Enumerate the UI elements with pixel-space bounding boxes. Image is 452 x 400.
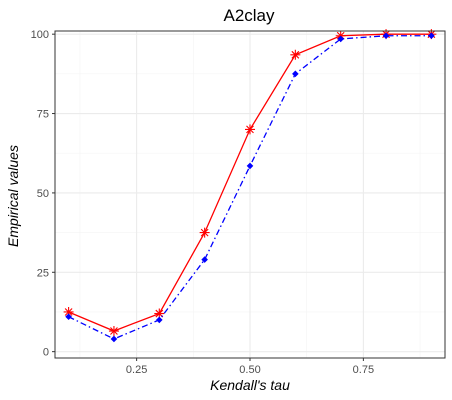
data-point	[201, 256, 208, 263]
y-tick-label: 100	[31, 29, 49, 41]
data-point	[382, 32, 390, 40]
data-point	[428, 32, 435, 40]
data-point	[154, 308, 165, 319]
data-point	[290, 49, 301, 60]
series-2	[65, 32, 435, 343]
y-axis-title: Empirical values	[5, 145, 21, 247]
series-layer	[63, 29, 437, 343]
grid	[55, 31, 445, 358]
data-point	[63, 306, 74, 317]
axes: 0.25 0.50 0.75 0 25 50 75 100	[31, 29, 374, 376]
y-tick-label: 50	[37, 188, 49, 200]
data-point	[199, 227, 210, 238]
data-point	[156, 316, 163, 324]
y-tick-label: 25	[37, 267, 49, 279]
data-point	[108, 326, 119, 337]
data-point	[246, 162, 254, 170]
y-tick-label: 75	[37, 109, 49, 121]
data-point	[65, 313, 72, 321]
x-tick-label: 0.50	[239, 364, 260, 376]
data-point	[110, 335, 118, 343]
data-point	[337, 35, 344, 43]
x-tick-label: 0.25	[126, 364, 147, 376]
x-axis-title: Kendall's tau	[210, 377, 290, 393]
y-tick-label: 0	[43, 347, 49, 359]
x-tick-label: 0.75	[353, 364, 374, 376]
chart-title: A2clay	[223, 6, 275, 25]
data-point	[292, 70, 299, 78]
data-point	[245, 124, 255, 135]
